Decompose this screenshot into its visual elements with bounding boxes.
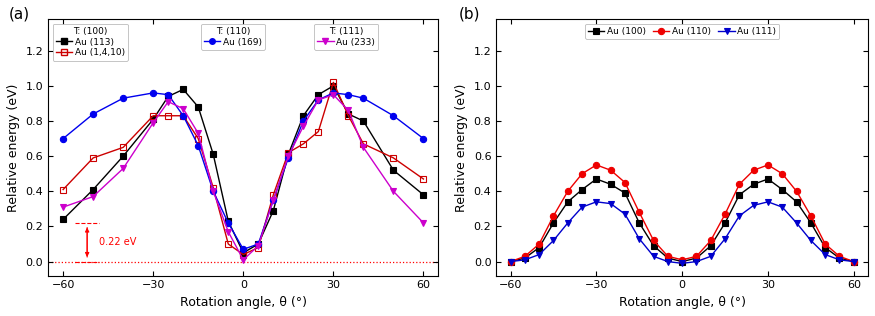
Au (111) [577,205,587,209]
Au (100) [520,256,530,260]
Au (100) [634,221,645,225]
Au (110) [549,214,559,218]
Au (100) [777,188,788,191]
Au (100) [592,177,602,181]
Au (110) [577,172,587,176]
Au (111) [549,239,559,242]
Au (111) [834,258,844,262]
Au (100) [791,200,802,204]
Au (110) [534,242,544,246]
Au (111) [662,260,673,264]
Au (100) [820,246,830,249]
Au (111) [648,254,659,258]
Text: (a): (a) [9,6,31,21]
Au (111) [849,260,859,264]
Au (111) [506,260,516,264]
Au (100) [691,256,702,260]
Au (111) [806,239,816,242]
Au (111) [606,202,616,205]
Line: Au (110): Au (110) [507,162,857,265]
Au (110) [748,168,759,172]
Au (110) [606,168,616,172]
Au (100) [620,191,630,195]
Au (110) [648,239,659,242]
Au (100) [806,221,816,225]
Au (100) [577,188,587,191]
Au (100) [763,177,774,181]
Au (100) [648,244,659,248]
Au (100) [734,193,745,197]
Au (111) [777,205,788,209]
Au (100) [720,221,731,225]
Au (110) [592,163,602,167]
Au (110) [662,254,673,258]
Au (111) [820,253,830,257]
Au (110) [820,242,830,246]
Au (110) [634,210,645,214]
Au (111) [592,200,602,204]
Au (111) [677,261,688,265]
Au (110) [806,214,816,218]
Au (111) [691,260,702,264]
Au (111) [705,254,716,258]
Au (111) [763,200,774,204]
Text: (b): (b) [459,6,480,21]
Y-axis label: Relative energy (eV): Relative energy (eV) [7,83,20,212]
Y-axis label: Relative energy (eV): Relative energy (eV) [455,83,468,212]
Au (110) [563,189,573,193]
Au (110) [720,212,731,216]
Au (110) [777,172,788,176]
Au (100) [834,256,844,260]
Au (100) [677,260,688,264]
Au (110) [677,258,688,262]
Text: 0.22 eV: 0.22 eV [99,237,136,247]
Au (110) [520,254,530,258]
Au (100) [748,182,759,186]
Au (111) [791,221,802,225]
Au (110) [834,254,844,258]
Line: Au (100): Au (100) [507,176,857,265]
Au (100) [662,256,673,260]
Au (110) [691,254,702,258]
X-axis label: Rotation angle, θ (°): Rotation angle, θ (°) [179,296,307,309]
Legend: Au (233): Au (233) [314,24,378,50]
Au (110) [849,260,859,264]
Au (100) [606,182,616,186]
Au (111) [734,214,745,218]
Au (110) [734,182,745,186]
Au (100) [849,260,859,264]
Au (111) [620,212,630,216]
Au (111) [534,253,544,257]
Au (111) [720,237,731,241]
Line: Au (111): Au (111) [507,199,857,266]
Au (111) [748,204,759,207]
Au (111) [563,221,573,225]
Au (100) [534,246,544,249]
Au (110) [763,163,774,167]
Au (110) [705,239,716,242]
Au (110) [791,189,802,193]
Au (100) [563,200,573,204]
Legend: Au (100), Au (110), Au (111): Au (100), Au (110), Au (111) [584,24,780,39]
Au (111) [634,237,645,241]
Au (110) [506,260,516,264]
Au (100) [549,221,559,225]
Au (100) [506,260,516,264]
Au (110) [620,181,630,185]
X-axis label: Rotation angle, θ (°): Rotation angle, θ (°) [619,296,746,309]
Au (111) [520,258,530,262]
Au (100) [705,244,716,248]
